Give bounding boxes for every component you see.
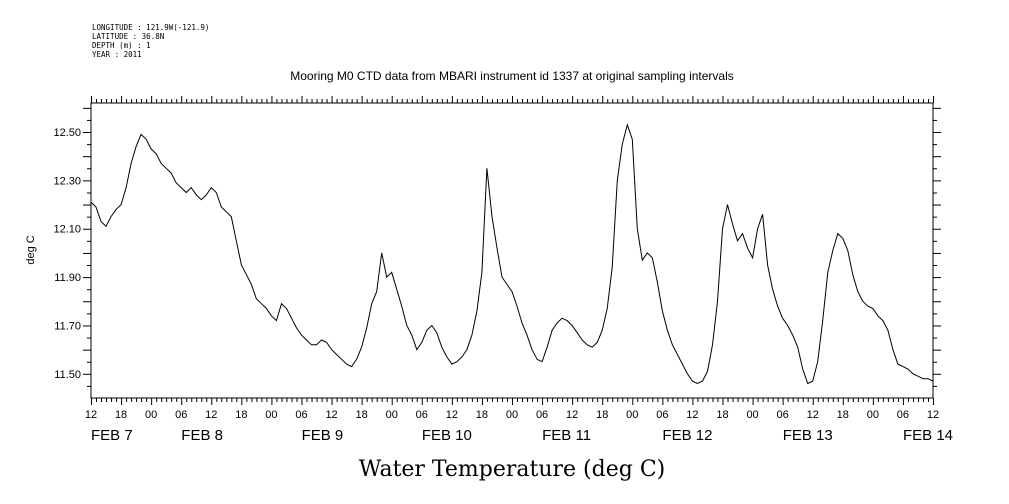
meta-latitude: LATITUDE : 36.8N [92,32,164,41]
y-tick-label: 11.90 [54,272,81,284]
axis-ticks [83,96,941,405]
x-tick-label: 18 [716,409,728,421]
x-tick-label: 12 [807,409,819,421]
series-line [90,123,934,385]
meta-year: YEAR : 2011 [92,50,142,59]
x-tick-label: 18 [115,409,127,421]
meta-longitude: LONGITUDE : 121.9W(-121.9) [92,23,209,32]
x-tick-label: 12 [927,409,939,421]
x-tick-label: 00 [506,409,518,421]
x-tick-label: 12 [566,409,578,421]
x-tick-label: 18 [837,409,849,421]
day-label: FEB 14 [903,427,953,444]
y-tick-labels: 11.50 11.70 11.90 12.10 12.30 12.50 [53,127,81,381]
x-tick-label: 12 [85,409,97,421]
x-tick-label: 12 [686,409,698,421]
x-tick-label: 00 [867,409,879,421]
day-labels: FEB 7 FEB 8 FEB 9 FEB 10 FEB 11 FEB 12 FEB 13 F… [91,427,953,444]
x-tick-label: 12 [325,409,337,421]
y-tick-label: 11.50 [54,369,81,381]
x-tick-label: 06 [175,409,187,421]
x-tick-label: 06 [897,409,909,421]
day-label: FEB 13 [783,427,833,444]
x-tick-label: 00 [265,409,277,421]
x-tick-label: 00 [746,409,758,421]
x-tick-label: 00 [386,409,398,421]
x-tick-label: 18 [476,409,488,421]
x-tick-label: 18 [356,409,368,421]
day-label: FEB 11 [542,427,591,444]
day-label: FEB 9 [302,427,344,444]
x-tick-label: 18 [596,409,608,421]
chart-title: Mooring M0 CTD data from MBARI instrumen… [290,69,734,83]
plot-frame [90,102,934,399]
x-tick-label: 12 [205,409,217,421]
y-tick-label: 12.50 [53,127,81,139]
x-tick-label: 06 [777,409,789,421]
x-tick-label: 12 [446,409,458,421]
y-tick-label: 11.70 [54,320,81,332]
x-tick-label: 06 [295,409,307,421]
x-tick-label: 06 [656,409,668,421]
x-tick-label: 18 [235,409,247,421]
x-tick-label: 06 [416,409,428,421]
x-tick-label: 00 [626,409,638,421]
x-tick-labels: 12 18 00 06 12 18 00 06 12 18 00 06 12 18 00 06 12 18 00 06… [85,409,939,421]
meta-depth: DEPTH (m) : 1 [92,41,151,50]
x-tick-label: 00 [145,409,157,421]
x-axis-title: Water Temperature (deg C) [359,457,666,482]
day-label: FEB 10 [422,427,472,444]
day-label: FEB 8 [181,427,223,444]
y-tick-label: 12.30 [53,175,81,187]
y-tick-label: 12.10 [53,224,81,236]
day-label: FEB 12 [662,427,712,444]
x-tick-label: 06 [536,409,548,421]
y-axis-label: deg C [25,235,37,264]
day-label: FEB 7 [91,427,133,444]
